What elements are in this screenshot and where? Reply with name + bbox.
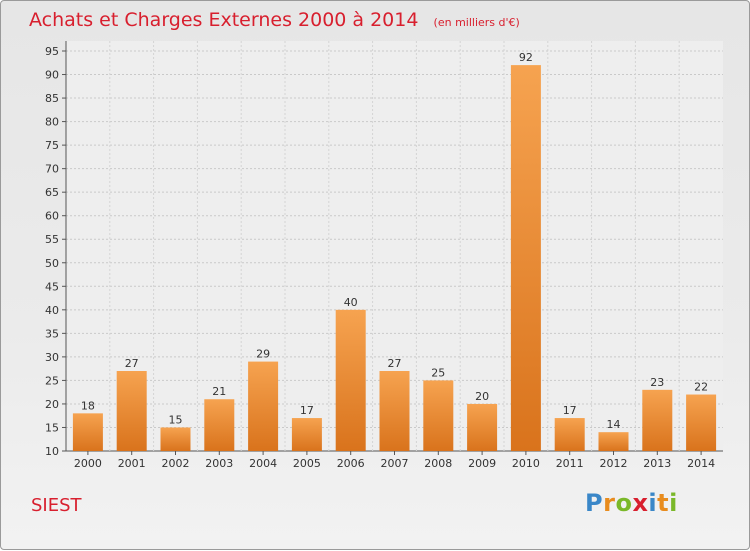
x-tick-label: 2013 <box>643 457 671 470</box>
bar <box>72 413 103 451</box>
bar <box>248 361 279 451</box>
logo-letter: i <box>669 489 678 517</box>
logo-letter: t <box>657 489 670 517</box>
bar-value-label: 17 <box>300 404 314 417</box>
bar-value-label: 18 <box>81 399 95 412</box>
bar-value-label: 25 <box>431 366 445 379</box>
x-tick-label: 2002 <box>162 457 190 470</box>
x-tick-label: 2009 <box>468 457 496 470</box>
x-tick-label: 2004 <box>249 457 277 470</box>
bar-value-label: 17 <box>563 404 577 417</box>
chart-subtitle: (en milliers d'€) <box>433 16 520 29</box>
bar <box>510 65 541 451</box>
logo-letter: o <box>615 489 633 517</box>
town-name: SIEST <box>31 495 82 516</box>
title-row: Achats et Charges Externes 2000 à 2014 (… <box>29 9 520 31</box>
y-tick-label: 90 <box>45 69 59 82</box>
chart-title: Achats et Charges Externes 2000 à 2014 <box>29 9 419 31</box>
x-tick-label: 2001 <box>118 457 146 470</box>
bar-value-label: 23 <box>650 376 664 389</box>
bar-value-label: 27 <box>388 357 402 370</box>
bar-value-label: 14 <box>607 418 621 431</box>
bar <box>686 394 717 451</box>
bar <box>335 309 366 451</box>
y-tick-label: 15 <box>45 421 59 434</box>
logo-letter: r <box>603 489 616 517</box>
x-tick-label: 2005 <box>293 457 321 470</box>
bar <box>204 399 235 451</box>
y-tick-label: 50 <box>45 257 59 270</box>
bar <box>379 371 410 451</box>
bar <box>291 418 322 451</box>
bar <box>116 371 147 451</box>
y-tick-label: 20 <box>45 398 59 411</box>
y-tick-label: 65 <box>45 186 59 199</box>
y-tick-label: 75 <box>45 139 59 152</box>
y-tick-label: 80 <box>45 116 59 129</box>
bar <box>160 427 191 451</box>
bar-value-label: 20 <box>475 390 489 403</box>
y-tick-label: 85 <box>45 92 59 105</box>
x-tick-label: 2003 <box>205 457 233 470</box>
x-tick-label: 2000 <box>74 457 102 470</box>
logo-letter: i <box>648 489 658 517</box>
y-tick-label: 70 <box>45 163 59 176</box>
bar <box>423 380 454 451</box>
x-tick-label: 2014 <box>687 457 715 470</box>
y-tick-label: 45 <box>45 280 59 293</box>
bar <box>554 418 585 451</box>
y-tick-label: 35 <box>45 327 59 340</box>
bar <box>467 403 498 451</box>
x-tick-label: 2008 <box>424 457 452 470</box>
y-tick-label: 60 <box>45 210 59 223</box>
y-tick-label: 10 <box>45 445 59 458</box>
logo-letter: P <box>585 489 604 517</box>
bar-value-label: 22 <box>694 381 708 394</box>
y-tick-label: 95 <box>45 45 59 58</box>
bar <box>642 389 673 451</box>
x-tick-label: 2006 <box>337 457 365 470</box>
bar-value-label: 21 <box>212 385 226 398</box>
x-tick-label: 2010 <box>512 457 540 470</box>
y-tick-label: 30 <box>45 351 59 364</box>
y-tick-label: 55 <box>45 233 59 246</box>
proxiti-logo: Proxiti <box>585 489 678 517</box>
bar-value-label: 15 <box>169 413 183 426</box>
x-tick-label: 2011 <box>556 457 584 470</box>
x-tick-label: 2007 <box>381 457 409 470</box>
y-tick-label: 40 <box>45 304 59 317</box>
x-tick-label: 2012 <box>600 457 628 470</box>
bar-value-label: 40 <box>344 296 358 309</box>
bar-value-label: 27 <box>125 357 139 370</box>
y-tick-label: 25 <box>45 374 59 387</box>
bar <box>598 432 629 451</box>
logo-letter: x <box>632 489 649 517</box>
bar-value-label: 29 <box>256 348 270 361</box>
bar-value-label: 92 <box>519 51 533 64</box>
